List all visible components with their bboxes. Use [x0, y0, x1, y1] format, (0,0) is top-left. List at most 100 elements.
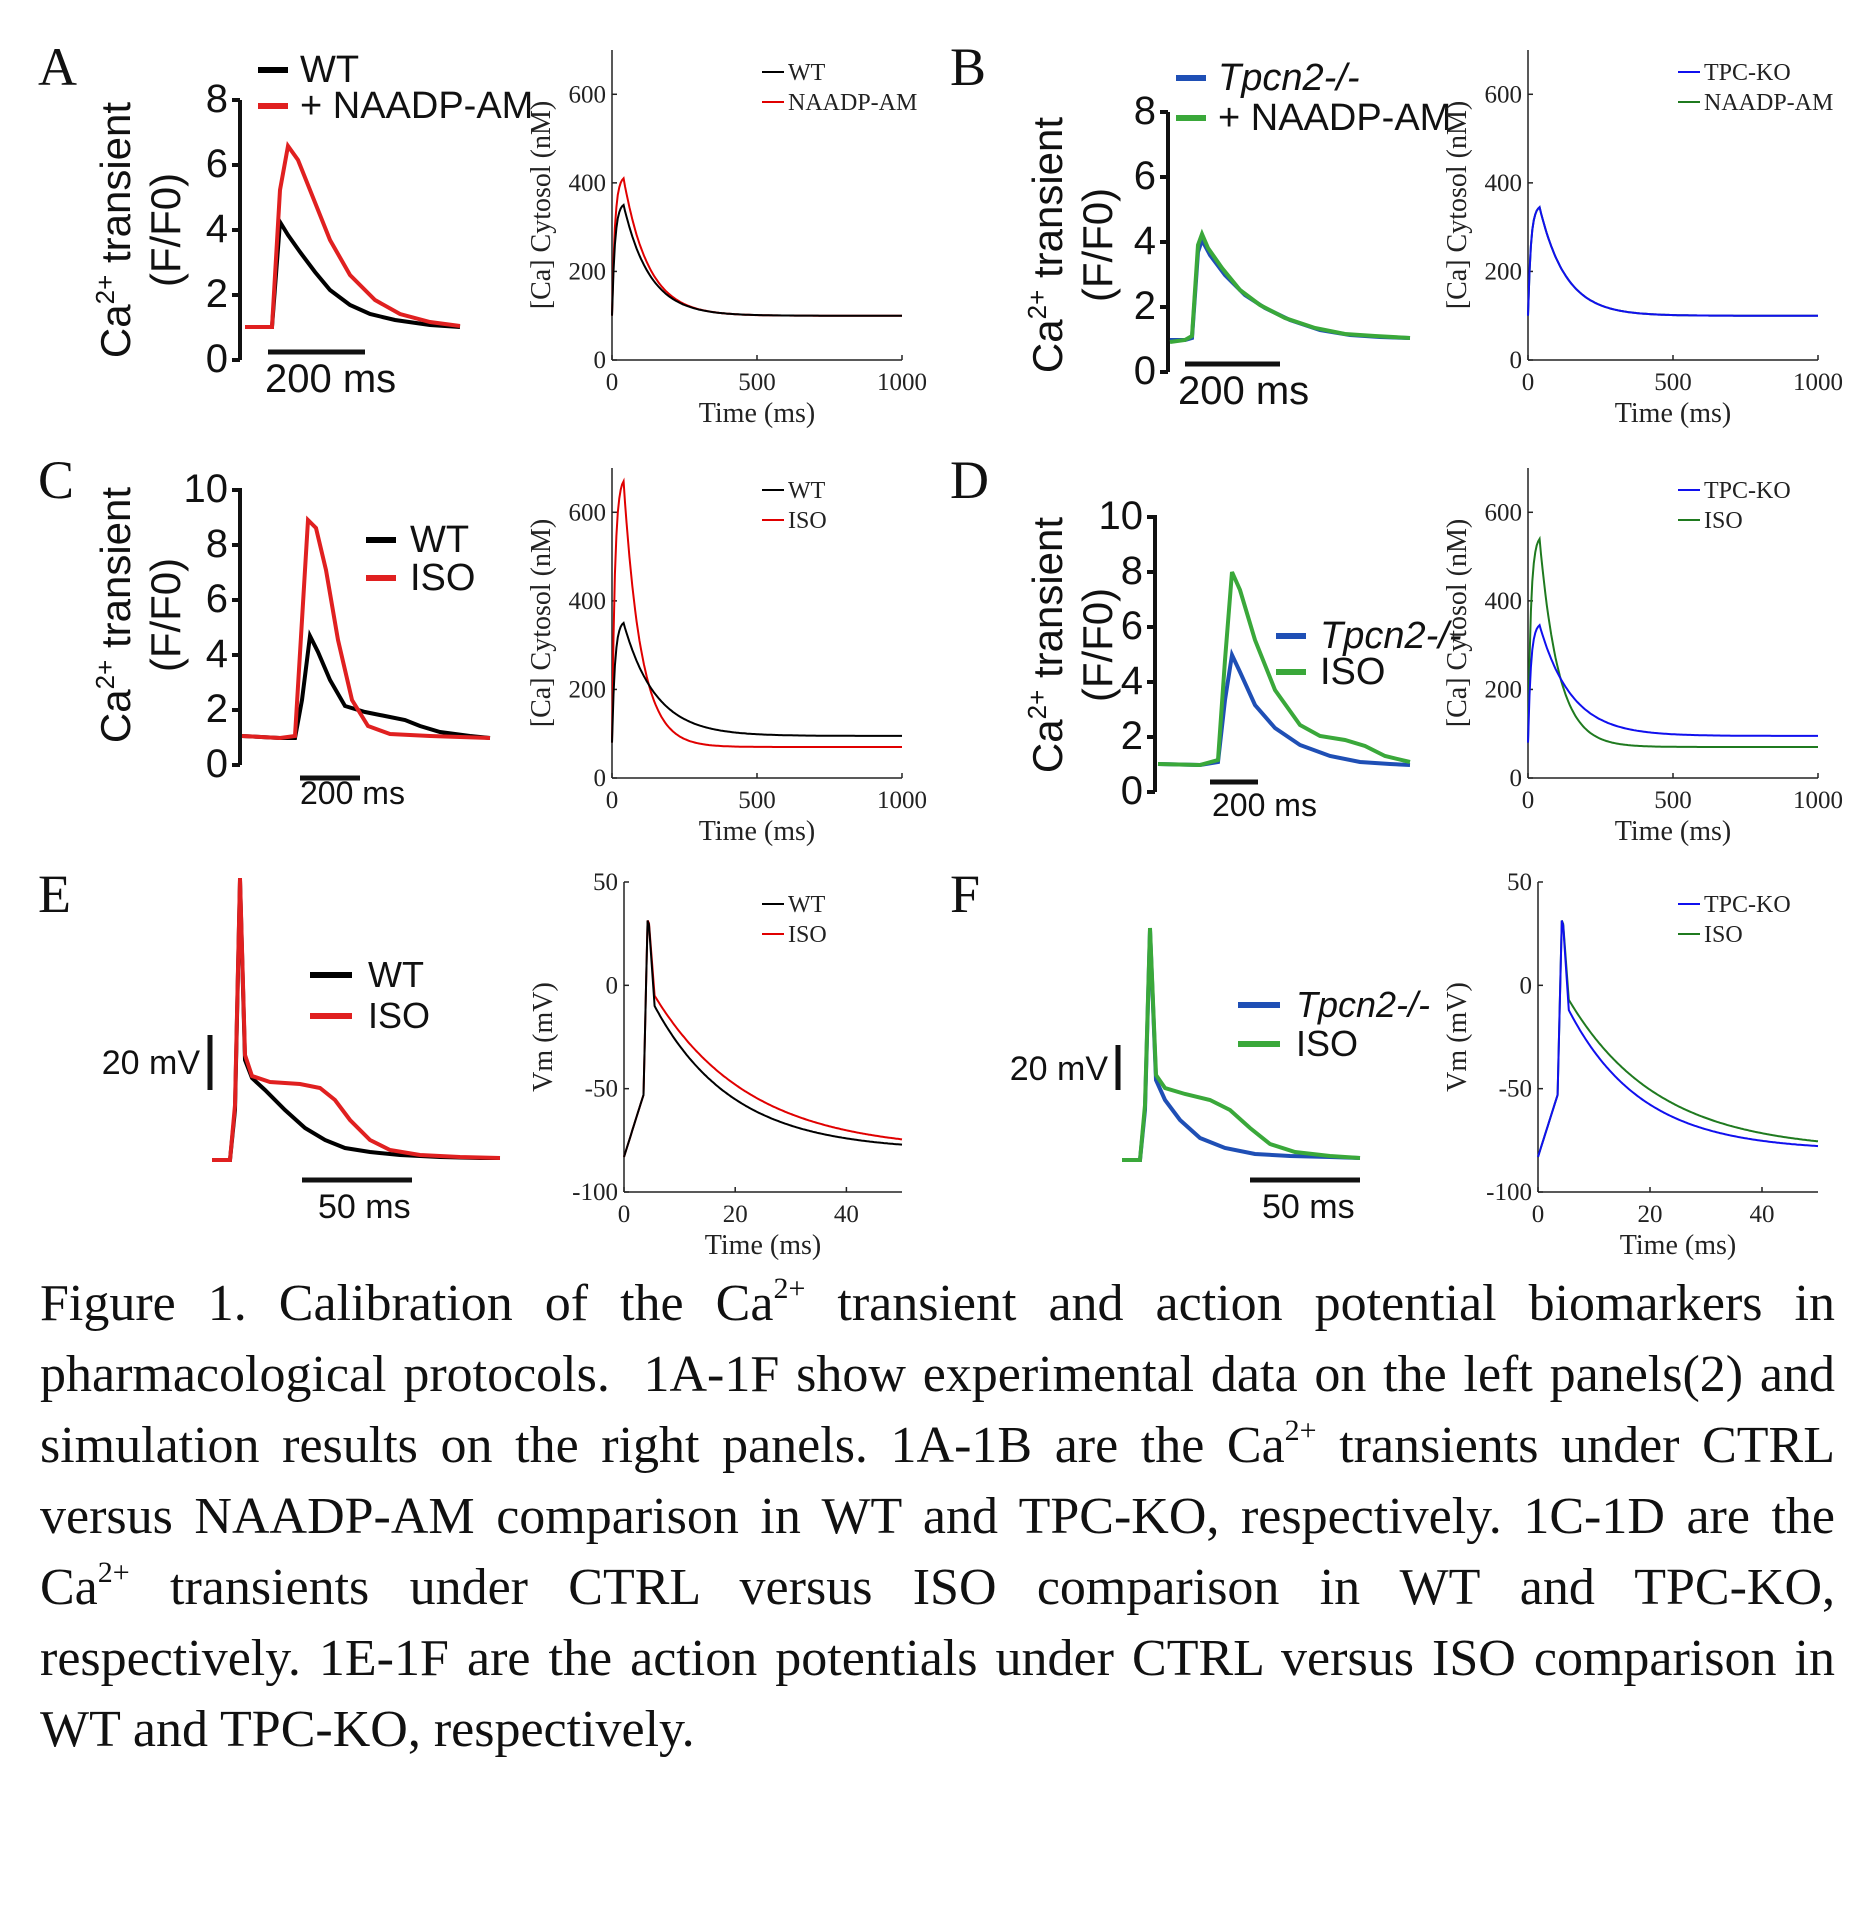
ytick: 10	[184, 467, 229, 511]
y-axis-label: [Ca] Cytosol (nM)	[526, 519, 557, 727]
series-line-ctrl	[611, 203, 902, 317]
legend-label: NAADP-AM	[788, 90, 917, 116]
legend-label: WT	[788, 478, 826, 504]
x-tick-label: 1000	[1793, 369, 1843, 396]
scalebar-label: 200 ms	[300, 775, 405, 811]
y-axis-label: Vm (mV)	[1442, 982, 1473, 1092]
sim-panel: 0 500 1000 0 200 400 600 Time (ms) [Ca] Cytosol …	[526, 468, 927, 847]
x-axis-label: Time (ms)	[1615, 398, 1731, 429]
ytick: 4	[1121, 659, 1143, 703]
exp-ylabel: Ca2+ transient	[90, 102, 139, 358]
y-tick-label: 200	[569, 258, 607, 285]
legend-label: WT	[788, 892, 826, 918]
sim-panel: 0 20 40 -100 -50 0 50 Time (ms) Vm (mV) WT ISO	[528, 869, 903, 1260]
series-line-treated	[1527, 205, 1818, 317]
legend-label: WT	[410, 519, 469, 561]
panel-c-experimental: Ca2+ transient (F/F0) 0 2 4 6 8 10 200 m…	[90, 467, 491, 811]
plot-area	[1538, 882, 1818, 1192]
legend-label: ISO	[1704, 922, 1743, 948]
y-axis-label: [Ca] Cytosol (nM)	[526, 101, 557, 309]
exp-ylabel: Ca2+ transient	[1022, 117, 1071, 373]
legend-label: Tpcn2-/-	[1320, 615, 1461, 657]
y-tick-label: 600	[1485, 499, 1523, 526]
panel-label-c: C	[38, 450, 74, 510]
ytick: 6	[1134, 154, 1156, 198]
legend-label: ISO	[1704, 508, 1743, 534]
legend-label: TPC-KO	[1704, 478, 1791, 504]
trace-iso	[212, 877, 501, 1162]
exp-ylabel: Ca2+ transient	[1022, 517, 1071, 773]
series-line-ctrl	[611, 621, 902, 743]
panel-label-b: B	[950, 37, 986, 97]
scalebar-label: 200 ms	[1178, 369, 1309, 413]
series-line-treated	[611, 176, 902, 317]
ytick: 2	[206, 272, 228, 316]
y-tick-label: 0	[594, 765, 607, 792]
scalebar-label: 200 ms	[265, 357, 396, 401]
legend-label: ISO	[788, 922, 827, 948]
sim-panel: 0 500 1000 0 200 400 600 Time (ms) [Ca] Cytosol …	[1442, 50, 1843, 429]
legend-label: Tpcn2-/-	[1218, 57, 1359, 99]
exp-ylabel-unit: (F/F0)	[142, 173, 189, 287]
voltage-scalebar-label: 20 mV	[102, 1044, 201, 1082]
ytick: 6	[206, 577, 228, 621]
exp-ylabel-unit: (F/F0)	[1074, 588, 1121, 702]
ytick: 0	[1121, 769, 1143, 813]
y-tick-label: 50	[1507, 869, 1532, 896]
trace-ko	[1170, 234, 1411, 342]
ytick: 0	[1134, 349, 1156, 393]
y-tick-label: 50	[593, 869, 618, 896]
x-tick-label: 0	[1522, 369, 1535, 396]
trace-iso	[241, 515, 491, 741]
ytick: 8	[206, 522, 228, 566]
legend-label: WT	[368, 954, 424, 995]
y-tick-label: 0	[606, 972, 619, 999]
x-tick-label: 500	[1654, 369, 1692, 396]
y-axis-label: [Ca] Cytosol (nM)	[1442, 101, 1473, 309]
figure-caption: Figure 1. Calibration of the Ca2+ transi…	[40, 1268, 1835, 1765]
legend-label: NAADP-AM	[1704, 90, 1833, 116]
ytick: 4	[206, 207, 228, 251]
scalebar-label: 50 ms	[318, 1188, 411, 1226]
x-axis-label: Time (ms)	[699, 816, 815, 847]
y-tick-label: 400	[1485, 170, 1523, 197]
x-tick-label: 40	[834, 1201, 859, 1228]
panel-e-experimental: 20 mV 50 ms WT ISO	[102, 877, 501, 1226]
exp-ylabel-unit: (F/F0)	[1074, 188, 1121, 302]
sim-panel: 0 500 1000 0 200 400 600 Time (ms) [Ca] Cytosol …	[1442, 468, 1843, 847]
series-line-ctrl	[1537, 920, 1819, 1158]
scalebar-label: 200 ms	[1212, 787, 1317, 823]
x-tick-label: 0	[1522, 787, 1535, 814]
x-tick-label: 500	[738, 369, 776, 396]
y-tick-label: -50	[585, 1076, 618, 1103]
y-tick-label: -50	[1499, 1076, 1532, 1103]
series-line-ctrl	[623, 920, 903, 1158]
legend-label: WT	[300, 49, 359, 91]
plot-area	[624, 882, 902, 1192]
panel-f-experimental: 20 mV 50 ms Tpcn2-/- ISO	[1010, 927, 1430, 1226]
series-line-treated	[611, 477, 902, 748]
exp-ylabel-unit: (F/F0)	[142, 558, 189, 672]
panel-b-experimental: Ca2+ transient (F/F0) 0 2 4 6 8 200 ms T…	[1022, 57, 1451, 413]
ytick: 8	[1134, 89, 1156, 133]
y-tick-label: 200	[1485, 676, 1523, 703]
x-tick-label: 1000	[877, 369, 927, 396]
ytick: 2	[1134, 284, 1156, 328]
y-tick-label: 400	[569, 170, 607, 197]
y-tick-label: -100	[572, 1179, 618, 1206]
x-axis-label: Time (ms)	[1620, 1230, 1736, 1260]
x-tick-label: 500	[738, 787, 776, 814]
sim-panel: 0 500 1000 0 200 400 600 Time (ms) [Ca] Cytosol …	[526, 50, 927, 429]
ytick: 6	[206, 142, 228, 186]
trace-ko-iso	[1157, 571, 1411, 768]
caption-text: Figure 1. Calibration of the Ca2+ transi…	[40, 1272, 1835, 1759]
y-tick-label: 400	[569, 588, 607, 615]
trace-wt	[212, 879, 500, 1162]
legend-label: ISO	[788, 508, 827, 534]
ytick: 4	[206, 632, 228, 676]
trace-ko-naadp	[1169, 228, 1411, 344]
x-tick-label: 0	[606, 787, 619, 814]
panel-label-a: A	[38, 37, 77, 97]
panel-label-e: E	[38, 864, 71, 924]
x-tick-label: 0	[606, 369, 619, 396]
